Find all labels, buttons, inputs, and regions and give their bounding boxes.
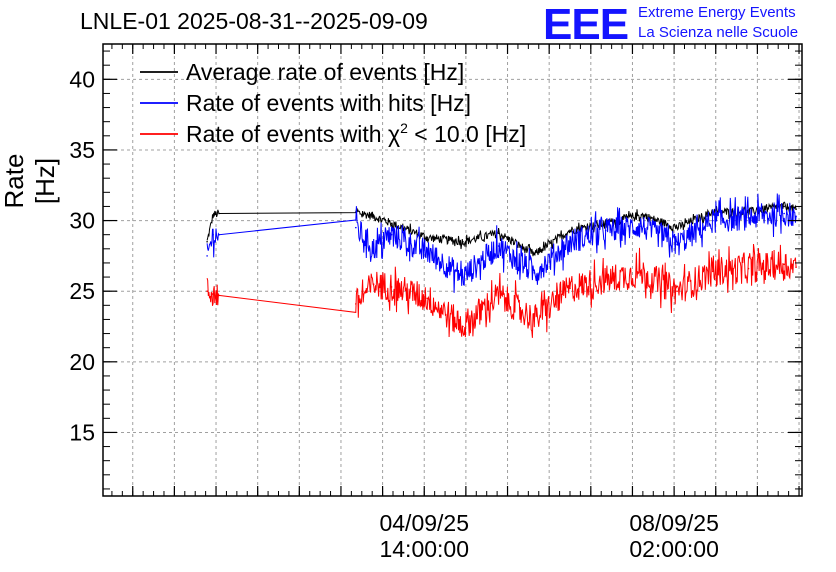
data-point [206,290,208,292]
data-point [569,287,571,290]
data-point [569,229,571,232]
data-point [355,226,357,229]
data-point [711,219,714,222]
data-point [462,276,464,278]
x-tick-label-time: 02:00:00 [629,536,719,562]
data-point [497,232,500,235]
x-tick-label-date: 04/09/25 [379,510,469,536]
data-point [640,214,643,216]
series-group [206,193,797,338]
data-point [212,214,214,216]
data-point [569,240,571,243]
data-point [711,270,714,273]
data-point [462,240,464,243]
x-tick-label-date: 08/09/25 [629,510,719,536]
data-point [372,215,375,218]
data-point [212,233,214,236]
y-tick-label: 25 [69,278,95,304]
data-point [604,229,607,232]
legend-entry: Rate of events with hits [Hz] [186,90,471,116]
eee-logo: EEE [543,0,629,49]
data-point [390,222,393,225]
data-point [390,233,393,236]
data-point [533,272,536,274]
data-point [372,283,375,285]
data-point [676,243,678,246]
logo-line-2: La Scienza nelle Scuole [638,24,799,41]
data-point [218,212,220,215]
data-point [795,266,797,268]
data-point [676,290,678,292]
series-line-1 [206,193,797,293]
data-point [355,303,357,305]
series-2 [206,243,797,338]
data-point [426,250,429,253]
data-point [206,240,208,243]
y-tick-label: 40 [69,66,95,92]
data-point [640,272,643,274]
y-tick-label: 30 [69,208,95,234]
data-point [462,325,464,328]
y-tick-label: 20 [69,349,95,375]
data-point [533,318,536,321]
data-point [372,248,375,250]
data-point [218,294,220,297]
data-point [426,297,429,300]
data-point [212,293,214,295]
logo-line-1: Extreme Energy Events [638,4,796,21]
data-point [783,263,785,266]
data-point [497,294,500,297]
data-point [783,212,785,215]
data-point [676,226,678,229]
data-point [218,233,220,236]
data-point [604,279,607,281]
x-tick-label-time: 14:00:00 [379,536,469,562]
data-point [783,205,785,208]
data-point [497,245,500,247]
data-point [533,253,536,256]
data-point [795,215,797,218]
y-tick-label: 35 [69,137,95,163]
data-point [390,286,393,288]
data-point [426,236,429,239]
data-point [206,255,208,257]
data-point [747,216,750,219]
data-point [795,208,797,211]
legend: Average rate of events [Hz] Rate of event… [140,59,526,147]
series-line-2 [206,243,797,338]
legend-entry: Rate of events with χ2 < 10.0 [Hz] [186,120,526,147]
series-1 [206,193,797,293]
data-point [640,225,643,228]
plot-frame [102,43,803,497]
chart-title: LNLE-01 2025-08-31--2025-09-09 [80,8,428,34]
legend-entry: Average rate of events [Hz] [186,59,464,85]
data-point [747,267,750,270]
y-tick-label: 15 [69,419,95,445]
